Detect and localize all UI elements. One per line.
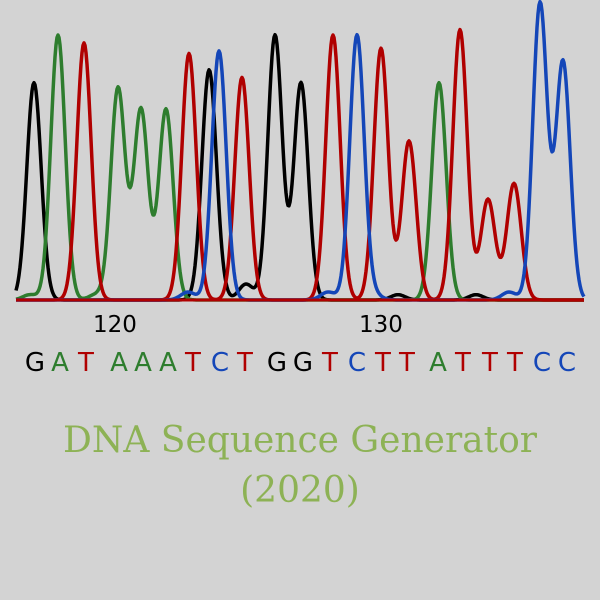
base-letter: C	[210, 348, 230, 378]
base-letter: G	[24, 348, 46, 378]
base-letter: T	[185, 348, 201, 378]
base-letter: T	[237, 348, 253, 378]
base-letter: G	[292, 348, 314, 378]
base-letter: C	[557, 348, 577, 378]
title-line-2: (2020)	[240, 470, 360, 511]
base-letter: T	[455, 348, 471, 378]
base-letter: G	[266, 348, 288, 378]
base-letter: A	[159, 348, 177, 378]
base-letter: A	[51, 348, 69, 378]
base-letter: T	[78, 348, 94, 378]
position-label-130: 130	[359, 312, 403, 338]
base-letter: C	[532, 348, 552, 378]
base-letter: C	[347, 348, 367, 378]
base-letter: T	[399, 348, 415, 378]
title-line-1: DNA Sequence Generator	[63, 420, 537, 461]
base-letter: T	[482, 348, 498, 378]
base-letter: T	[322, 348, 338, 378]
trace-G	[14, 32, 585, 302]
position-label-120: 120	[93, 312, 137, 338]
chromatogram-trace	[14, 0, 586, 302]
base-letter: T	[375, 348, 391, 378]
base-letter: A	[429, 348, 447, 378]
trace-T	[15, 27, 585, 302]
base-letter: A	[134, 348, 152, 378]
base-letter: T	[507, 348, 523, 378]
base-letter: A	[110, 348, 128, 378]
trace-A	[15, 33, 585, 302]
